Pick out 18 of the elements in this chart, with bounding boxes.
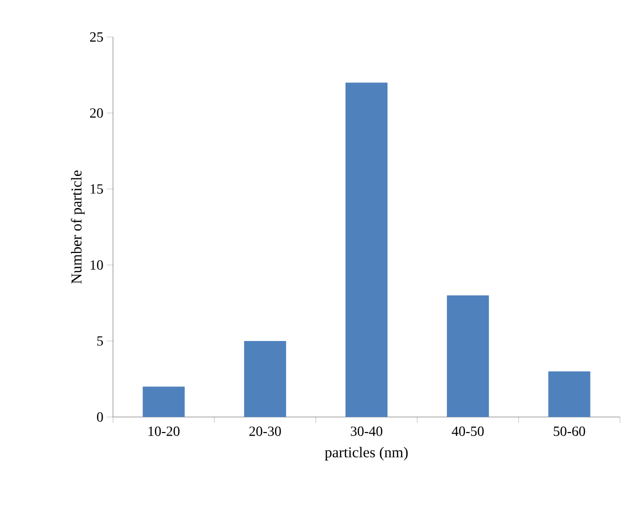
bar	[142, 386, 185, 417]
y-axis-title: Number of particle	[70, 170, 85, 284]
bar	[446, 295, 489, 417]
bar	[548, 371, 590, 417]
y-tick-label: 20	[90, 108, 103, 118]
bar	[244, 341, 286, 417]
y-tick-label: 5	[97, 336, 103, 346]
x-tick-label: 10-20	[148, 426, 180, 436]
x-tick-label: 50-60	[554, 426, 586, 436]
y-tick-label: 15	[90, 184, 103, 194]
x-axis-title: particles (nm)	[324, 446, 408, 460]
x-tick-label: 40-50	[452, 426, 484, 436]
y-tick-label: 25	[90, 32, 103, 42]
y-tick-label: 0	[97, 412, 103, 422]
x-tick-label: 30-40	[350, 426, 382, 436]
bar	[346, 82, 388, 417]
y-tick-label: 10	[90, 260, 103, 270]
x-tick-label: 20-30	[249, 426, 281, 436]
